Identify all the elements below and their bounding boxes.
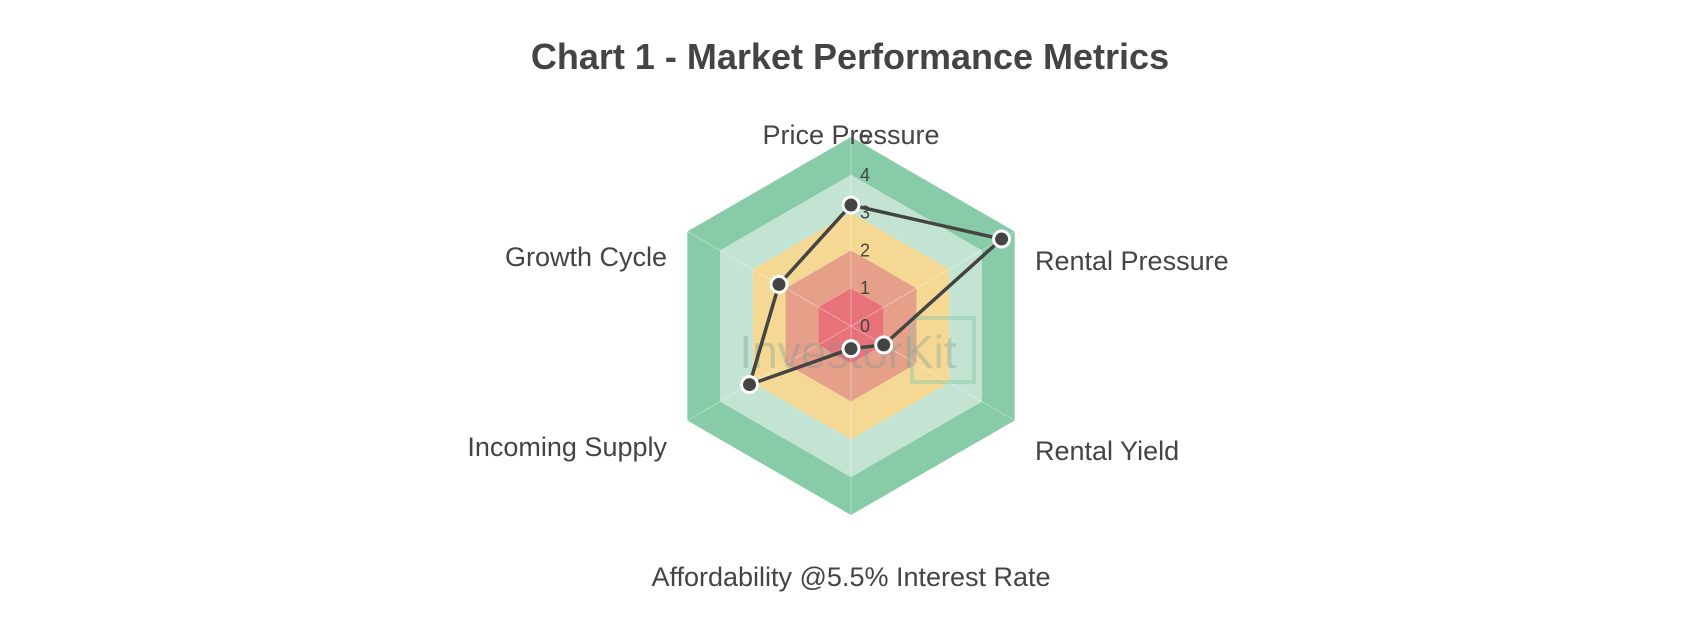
axis-label-3: Affordability @5.5% Interest Rate [651,562,1050,592]
watermark-box [910,316,976,384]
data-point-1[interactable] [992,229,1012,249]
tick-label-0: 0 [860,316,870,336]
spoke-line-1 [850,231,1015,327]
chart-title: Chart 1 - Market Performance Metrics [530,36,1170,77]
band-ring-0 [818,288,884,364]
data-point-0[interactable] [841,195,861,215]
axis-label-2: Rental Yield [1035,436,1179,466]
data-point-5[interactable] [769,274,789,294]
tick-label-5: 5 [860,127,870,147]
axis-label-0: Price Pressure [762,120,939,150]
axis-label-5: Growth Cycle [505,242,667,272]
spoke-line-5 [687,231,852,327]
spoke-line-4 [687,325,852,421]
radar-bands [687,137,1015,515]
series-layer [740,195,1012,395]
tick-label-3: 3 [860,203,870,223]
tick-label-2: 2 [860,240,870,260]
axis-label-1: Rental Pressure [1035,246,1229,276]
data-point-3[interactable] [841,339,861,359]
axis-label-4: Incoming Supply [467,432,667,462]
data-point-2[interactable] [874,335,894,355]
tick-label-1: 1 [860,278,870,298]
axis-labels: Price Pressure Rental Pressure Rental Yiel… [467,120,1228,592]
radial-tick-labels: 0 1 2 3 4 5 [860,127,870,336]
tick-label-4: 4 [860,165,870,185]
data-point-4[interactable] [740,375,760,395]
band-ring-2 [752,212,950,440]
band-ring-1 [785,250,917,402]
